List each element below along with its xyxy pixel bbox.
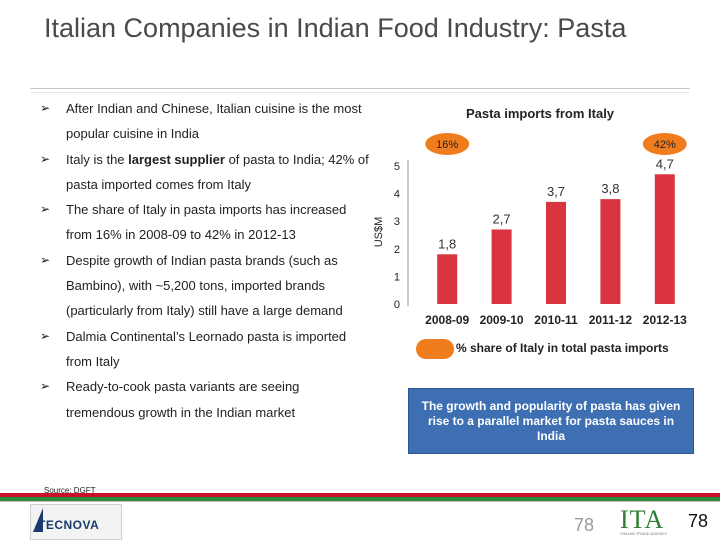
chart-title: Pasta imports from Italy [465, 106, 615, 121]
y-tick-label: 3 [394, 216, 400, 228]
title-divider-secondary [30, 92, 690, 93]
share-badge-label: 16% [436, 139, 458, 151]
footer-stripe-grey [0, 501, 720, 502]
bar [654, 174, 675, 304]
bullet-item: ➢ Dalmia Continental’s Leornado pasta is … [40, 324, 370, 375]
chart-legend: % share of Italy in total pasta imports [412, 338, 712, 359]
bar-value-label: 3,7 [547, 184, 565, 199]
bullet-item: ➢ After Indian and Chinese, Italian cuisi… [40, 96, 370, 147]
x-tick-label: 2011-12 [589, 313, 633, 327]
arrow-bullet-icon: ➢ [40, 379, 51, 394]
y-tick-label: 2 [394, 244, 400, 256]
y-tick-label: 5 [394, 161, 400, 173]
bar-value-label: 2,7 [493, 211, 511, 226]
page-number: 78 [688, 511, 709, 531]
share-badge [642, 133, 687, 155]
x-tick-label: 2008-09 [425, 313, 469, 327]
bar [491, 229, 512, 304]
bar-value-label: 3,8 [601, 181, 619, 196]
arrow-bullet-icon: ➢ [40, 151, 51, 166]
bar [600, 199, 621, 304]
footer-stripe-green [0, 497, 720, 501]
bullet-item: ➢ Ready-to-cook pasta variants are seeing… [40, 374, 370, 425]
tecnova-mark-icon [33, 508, 43, 532]
x-tick-label: 2010-11 [534, 313, 578, 327]
x-tick-label: 2009-10 [480, 313, 524, 327]
y-tick-label: 1 [394, 271, 400, 283]
share-badge-label: 42% [654, 139, 676, 151]
title-divider [30, 88, 690, 89]
bullet-list: ➢ After Indian and Chinese, Italian cuisi… [40, 96, 370, 425]
ita-logo: ITA [620, 505, 665, 534]
legend-label: % share of Italy in total pasta imports [456, 341, 669, 355]
bar-value-label: 4,7 [656, 156, 674, 171]
arrow-bullet-icon: ➢ [40, 101, 51, 115]
slide-title: Italian Companies in Indian Food Industr… [44, 13, 627, 43]
callout-box: The growth and popularity of pasta has g… [408, 388, 694, 454]
tecnova-logo-text: TECNOVA [38, 518, 100, 532]
x-tick-label: 2012-13 [643, 313, 687, 327]
y-tick-label: 4 [394, 189, 400, 201]
footer-stripe-red [0, 493, 720, 497]
y-axis-label: US$M [373, 217, 385, 248]
arrow-bullet-icon: ➢ [40, 252, 51, 267]
bullet-item: ➢ The share of Italy in pasta imports has… [40, 197, 370, 248]
bullet-item: ➢ Italy is the largest supplier of pasta … [40, 147, 370, 198]
page-number-ghost: 78 [574, 515, 595, 535]
legend-swatch [416, 339, 454, 359]
bar [437, 254, 458, 304]
bar-value-label: 1,8 [438, 236, 456, 251]
bullet-item: ➢ Despite growth of Indian pasta brands (… [40, 248, 370, 324]
share-badge [425, 133, 470, 155]
y-tick-label: 0 [394, 299, 400, 311]
source-note: Source: DGFT [44, 486, 96, 495]
ita-logo-subtitle: ITALIAN TRADE AGENCY [620, 531, 668, 536]
pasta-imports-chart: US$M 0 1 2 3 4 5 1,8 2008-09 2,7 2009-10 3,7 2010-11… [373, 133, 687, 327]
tecnova-logo [30, 504, 122, 540]
arrow-bullet-icon: ➢ [40, 202, 51, 217]
bar [546, 201, 566, 304]
arrow-bullet-icon: ➢ [40, 328, 51, 343]
